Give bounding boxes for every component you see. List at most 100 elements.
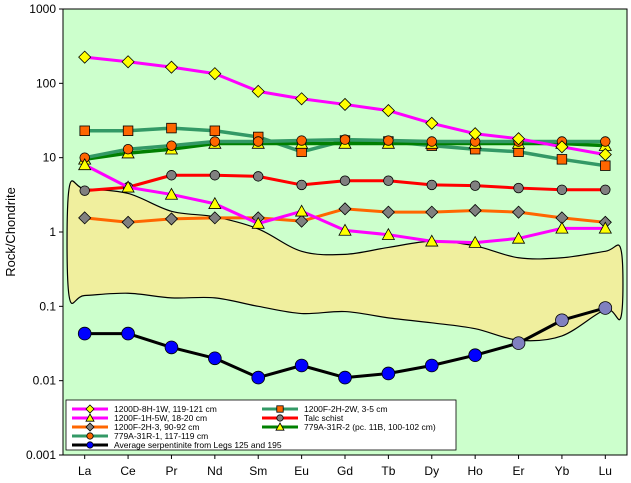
legend-item: 1200F-1H-5W, 18-20 cm [72, 413, 207, 423]
data-point [338, 97, 352, 112]
x-tick-label: Eu [294, 464, 309, 478]
x-tick-label: Ce [120, 464, 136, 478]
data-point [253, 171, 264, 182]
data-point [425, 205, 439, 219]
series-0 [78, 50, 612, 162]
data-point [338, 223, 352, 236]
y-tick-label: 0.01 [33, 374, 57, 388]
series-layer [77, 50, 613, 385]
legend-label: 1200F-2H-3, 90-92 cm [114, 422, 200, 432]
y-axis-ticks: 0.001 0.01 0.1 1 10 100 1000 [26, 2, 63, 462]
data-point [79, 125, 90, 136]
data-point [598, 301, 613, 315]
series-2 [78, 202, 612, 229]
data-point [121, 55, 135, 69]
data-point [77, 326, 92, 341]
data-point [208, 351, 222, 366]
data-point [468, 235, 482, 248]
x-tick-label: Ho [467, 464, 483, 478]
y-tick-label: 10 [43, 151, 57, 165]
data-point [85, 413, 95, 422]
series-1 [78, 158, 612, 248]
data-point [251, 216, 265, 229]
x-tick-label: Nd [207, 464, 222, 478]
data-point [208, 211, 222, 225]
data-point [121, 215, 135, 229]
data-point [164, 60, 179, 74]
data-point [121, 326, 135, 341]
x-tick-label: Pr [165, 464, 177, 478]
data-point [294, 358, 309, 373]
data-point [426, 179, 437, 191]
data-point [511, 231, 526, 244]
series-7 [77, 301, 613, 385]
data-point [164, 187, 179, 200]
data-point [78, 211, 92, 225]
legend-item: 1200F-2H-2W, 3-5 cm [262, 404, 388, 414]
data-point [381, 104, 395, 118]
x-tick-label: La [78, 464, 92, 478]
data-point [426, 136, 437, 147]
x-axis-tick-labels: La Ce Pr Nd Sm Eu Gd Tb Dy Ho Er Yb Lu [78, 455, 612, 478]
field-layer [66, 180, 624, 342]
data-point [424, 358, 439, 373]
data-point [251, 370, 266, 385]
data-point [85, 422, 95, 432]
data-point [251, 84, 265, 98]
data-point [339, 134, 351, 145]
data-point [86, 432, 94, 440]
x-tick-label: Sm [249, 464, 267, 478]
data-point [78, 158, 92, 171]
data-point [425, 116, 439, 130]
data-point [381, 366, 396, 381]
data-point [209, 125, 221, 136]
legend-label: 1200D-8H-1W, 119-121 cm [114, 404, 217, 414]
data-point [381, 227, 396, 240]
data-point [468, 127, 482, 141]
y-tick-label: 100 [36, 76, 56, 90]
data-point [78, 50, 92, 64]
data-point [513, 182, 524, 194]
legend-item: 1200D-8H-1W, 119-121 cm [72, 404, 217, 414]
data-point [338, 370, 352, 385]
legend-box [65, 399, 457, 451]
data-point [296, 179, 307, 191]
data-point [556, 184, 568, 195]
legend-item: 779A-31R-2 (pc. 11B, 100-102 cm) [262, 422, 436, 432]
legend-label: 1200F-2H-2W, 3-5 cm [304, 404, 388, 414]
x-tick-label: Er [513, 464, 525, 478]
data-point [511, 336, 526, 350]
data-point [166, 122, 177, 134]
data-point [383, 175, 394, 186]
legend-item: Average serpentinite from Legs 125 and 1… [72, 440, 282, 450]
x-tick-label: Tb [381, 464, 395, 478]
data-point [122, 143, 134, 155]
data-point [598, 148, 612, 162]
data-point [468, 203, 482, 218]
data-point [468, 348, 482, 363]
y-axis-label: Rock/Chondrite [3, 187, 18, 277]
data-point [469, 180, 481, 191]
legend-label: 779A-31R-1, 117-119 cm [114, 431, 208, 441]
legend-label: 1200F-1H-5W, 18-20 cm [114, 413, 207, 423]
data-point [383, 135, 394, 146]
data-point [600, 136, 611, 147]
data-point [208, 196, 222, 209]
y-tick-label: 0.1 [39, 299, 56, 313]
data-point [253, 136, 264, 147]
data-point [555, 221, 569, 234]
data-point [600, 184, 611, 195]
data-point [209, 170, 221, 181]
legend-label: Average serpentinite from Legs 125 and 1… [114, 440, 282, 450]
y-tick-label: 0.001 [26, 448, 56, 462]
x-tick-label: Dy [424, 464, 439, 478]
data-point [275, 422, 285, 431]
data-point [598, 221, 612, 234]
legend-label: 779A-31R-2 (pc. 11B, 100-102 cm) [304, 422, 436, 432]
data-point [555, 313, 569, 328]
series-5 [79, 170, 611, 196]
data-point [511, 205, 526, 219]
x-tick-label: Gd [337, 464, 353, 478]
